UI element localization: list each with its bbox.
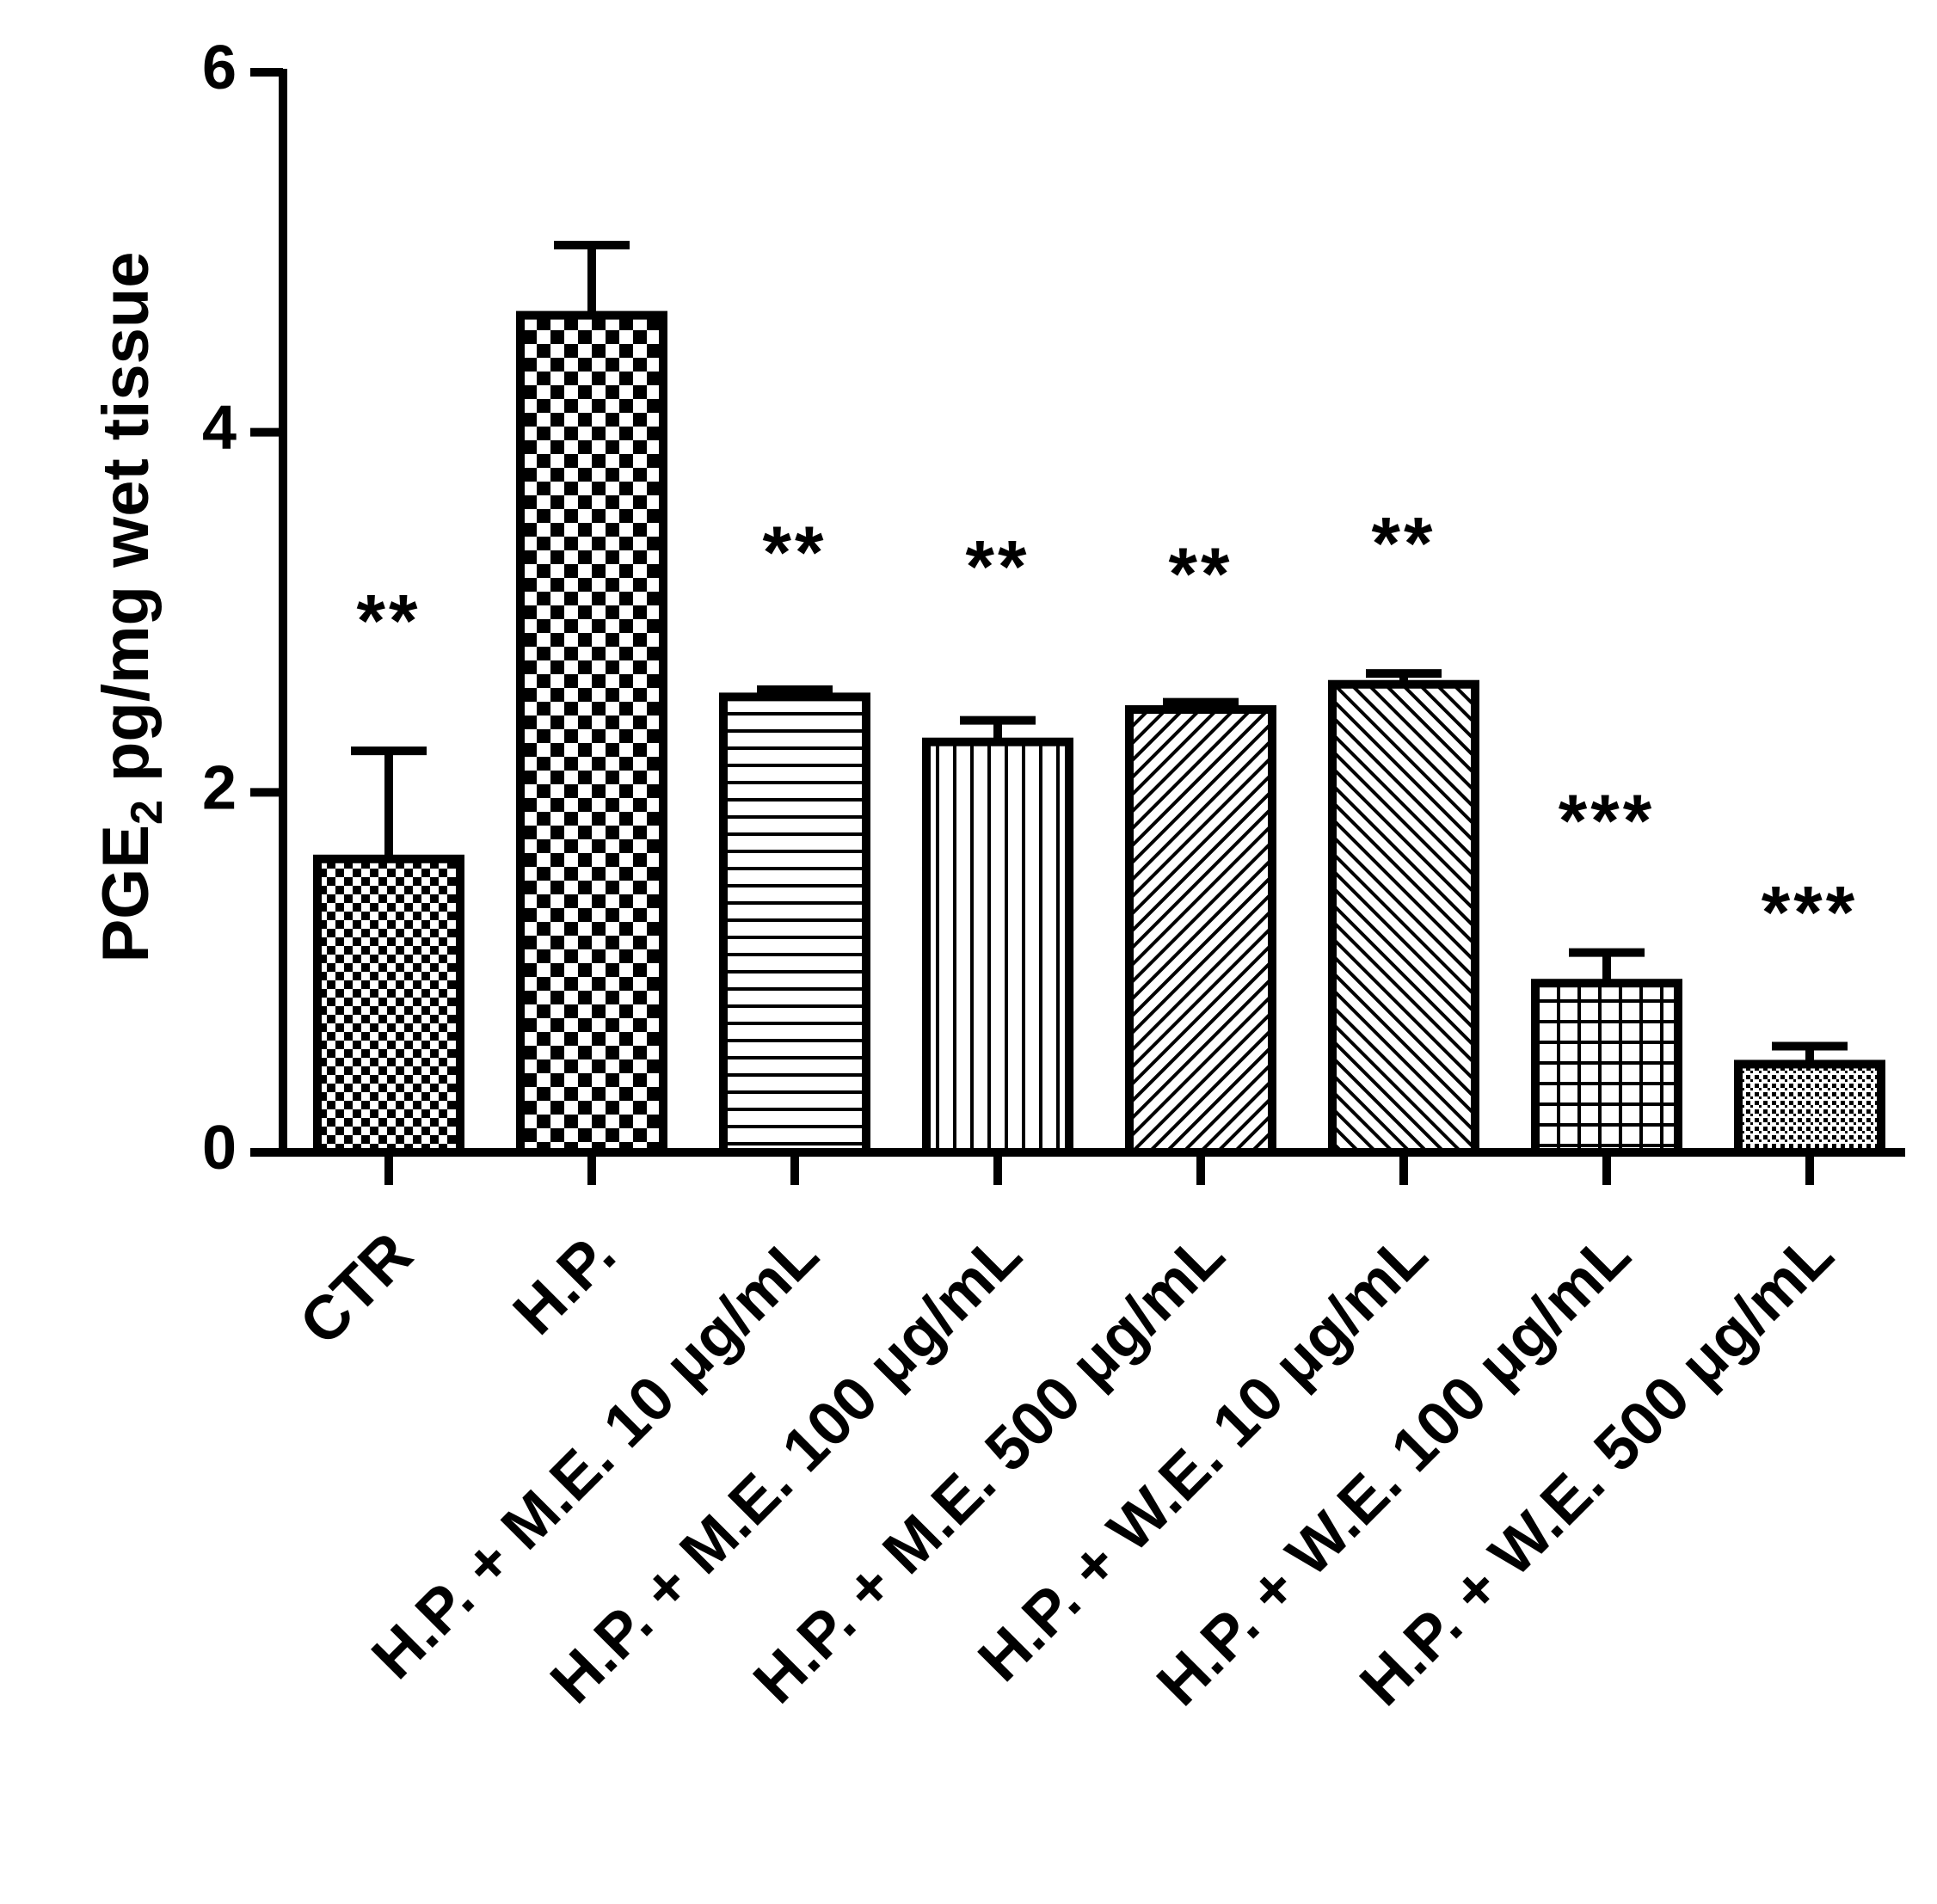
x-tick-label: H.P.: [501, 1219, 629, 1348]
significance-label: **: [763, 512, 827, 594]
significance-label: **: [1372, 502, 1436, 585]
bar: [922, 737, 1073, 1157]
y-tick-label: 0: [202, 1114, 237, 1182]
y-axis-title-main: PGE: [89, 825, 163, 963]
y-axis-title: PGE2 pg/mg wet tissue: [89, 251, 172, 962]
x-tick-label: CTR: [287, 1219, 426, 1358]
significance-label: ***: [1762, 872, 1858, 955]
x-axis: [279, 1148, 1905, 1185]
y-axis-title-subscript: 2: [122, 800, 172, 825]
bar: [1328, 679, 1479, 1157]
bar: [1734, 1059, 1885, 1157]
bar: [313, 854, 464, 1158]
y-tick-label: 2: [202, 753, 237, 822]
significance-label: ***: [1559, 780, 1655, 863]
significance-label: **: [1169, 533, 1233, 616]
y-tick-label: 6: [202, 34, 237, 102]
y-axis-title-rest: pg/mg wet tissue: [89, 251, 163, 800]
bar: [1531, 979, 1682, 1158]
bar: [719, 692, 870, 1157]
significance-label: **: [357, 580, 421, 662]
x-axis-labels: CTR H.P.H.P. + M.E. 10 μg/mLH.P. + M.E. 1…: [287, 1219, 1847, 1719]
bar: [1125, 705, 1276, 1157]
y-tick-label: 4: [202, 394, 237, 463]
significance-label: **: [966, 526, 1030, 609]
bar: [516, 310, 667, 1158]
bars-group: **** ** ** ********: [313, 240, 1885, 1158]
y-axis: 0 2 4 6: [202, 34, 287, 1182]
